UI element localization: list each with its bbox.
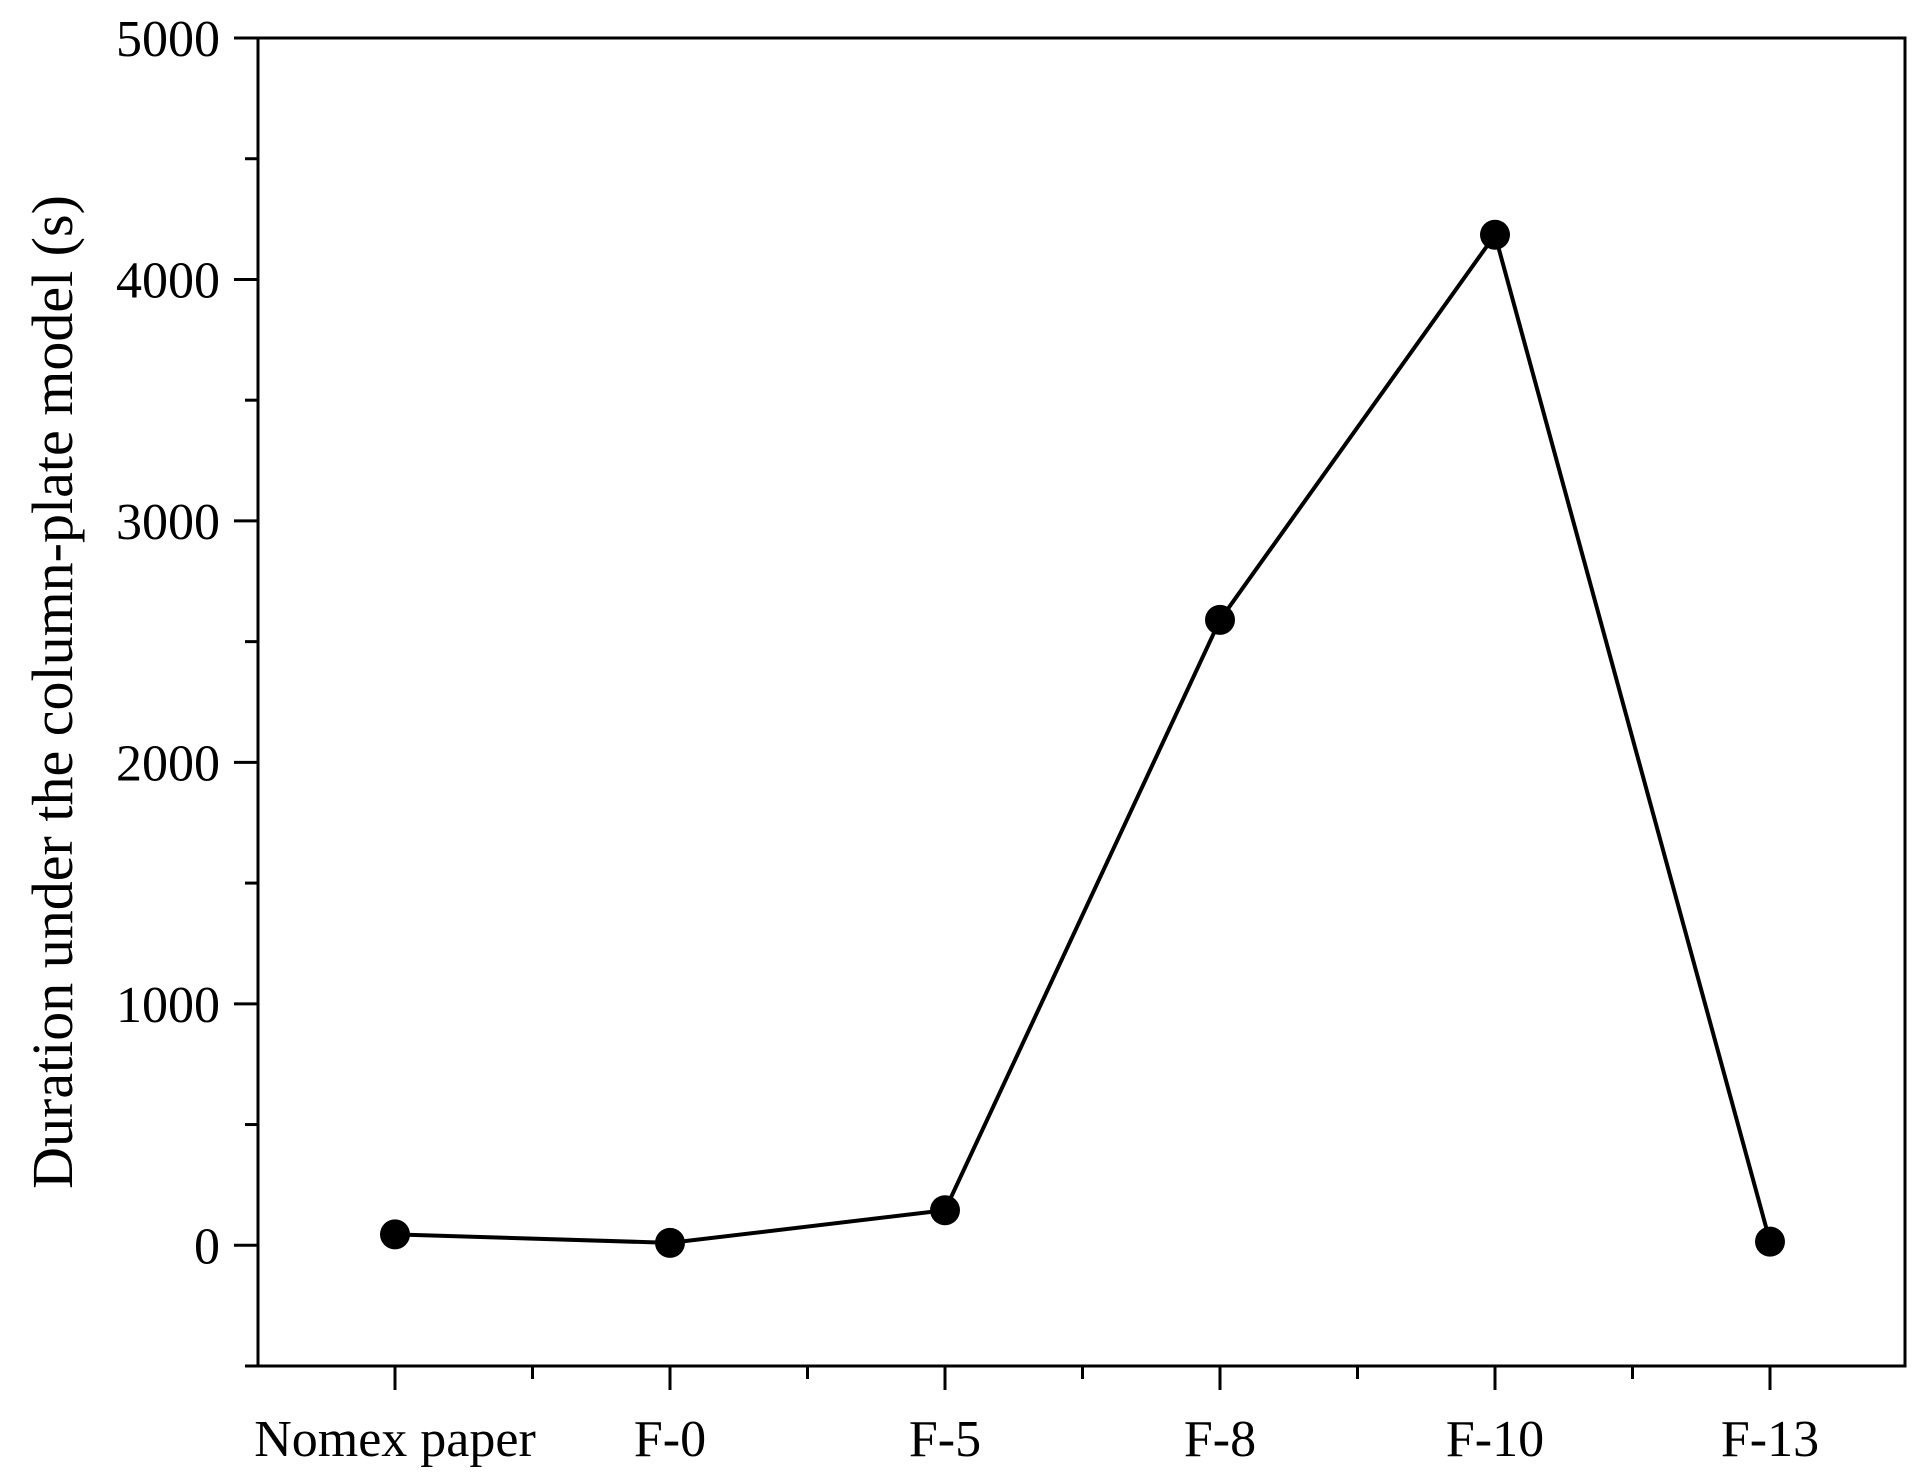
x-axis: Nomex paper F-0 F-5 F-8 F-10 F-13 — [254, 1366, 1819, 1468]
data-point — [930, 1195, 960, 1226]
x-tick-label: F-0 — [634, 1411, 706, 1468]
y-tick-label: 0 — [194, 1218, 220, 1275]
y-tick-label: 4000 — [116, 252, 220, 309]
data-point — [1480, 219, 1510, 250]
y-axis: 0 1000 2000 3000 4000 5000 — [116, 11, 258, 1368]
data-point — [1205, 604, 1235, 635]
y-tick-label: 1000 — [116, 977, 220, 1034]
data-point — [1755, 1226, 1785, 1257]
data-point — [655, 1227, 685, 1258]
data-point — [380, 1219, 410, 1250]
x-tick-label: F-8 — [1184, 1411, 1256, 1468]
y-tick-label: 3000 — [116, 494, 220, 551]
y-axis-title: Duration under the column-plate model (s… — [20, 195, 85, 1189]
y-tick-label: 5000 — [116, 11, 220, 68]
x-tick-label: F-13 — [1721, 1411, 1819, 1468]
series-line — [394, 230, 1772, 1245]
series-layer — [380, 219, 1785, 1258]
x-tick-label: F-10 — [1446, 1411, 1544, 1468]
x-tick-label: F-5 — [909, 1411, 981, 1468]
plot-frame — [256, 36, 1907, 1368]
y-tick-label: 2000 — [116, 735, 220, 792]
x-tick-label: Nomex paper — [254, 1411, 536, 1468]
